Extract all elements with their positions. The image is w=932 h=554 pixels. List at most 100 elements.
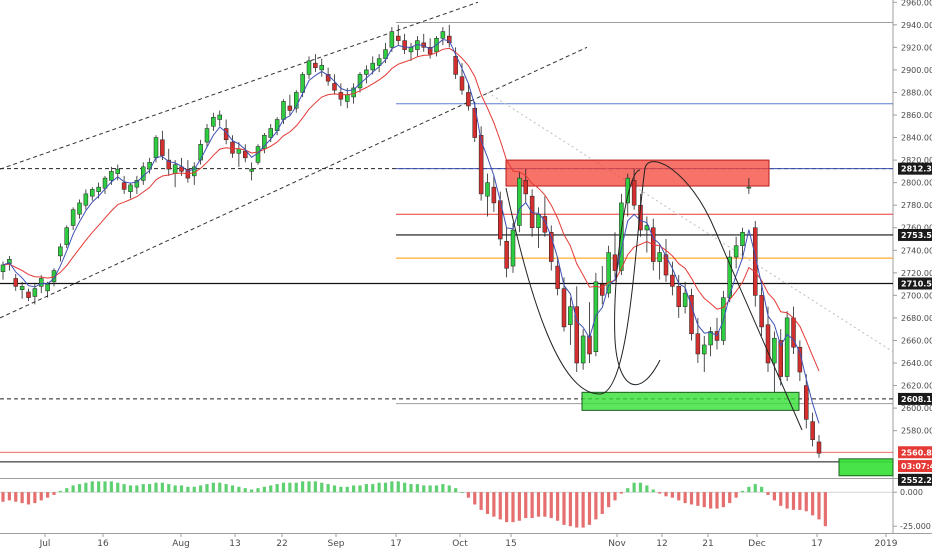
macd-bar [262,486,266,493]
candle [753,220,758,307]
macd-bar [135,485,139,493]
candle-body [179,166,184,172]
candle [160,130,165,161]
macd-bar [664,492,668,497]
macd-bar [396,481,400,493]
macd-bar [320,482,324,493]
candle-body [13,278,18,287]
candle [549,225,554,271]
candle [13,273,18,291]
macd-bar [632,482,636,493]
price-tag: 2560.84 [898,446,932,459]
macd-bar [33,492,37,504]
time-tick-label: 22 [276,539,287,549]
candle-body [625,177,630,204]
macd-bar [556,492,560,521]
candle-body [58,246,63,257]
candle-body [759,295,764,328]
macd-bar [785,492,789,509]
macd-bar [371,484,375,493]
candle-body [345,94,350,102]
macd-bar [651,489,655,493]
macd-bar [97,481,101,493]
candle [517,171,522,233]
candle-body [172,164,178,174]
macd-bar [428,485,432,493]
macd-bar [447,485,451,493]
price-tag: 2608.15 [898,392,932,405]
price-tick-label: 2800.00 [901,179,932,188]
candle-body [708,331,713,346]
macd-bar [141,484,145,493]
candle-body [332,83,337,91]
macd-bar [275,484,279,493]
candle [249,162,254,181]
macd-bar [65,488,69,493]
target-zone [838,458,894,477]
candle-body [83,193,89,206]
macd-bar [804,492,808,512]
macd-bar [243,488,247,493]
candle-body [772,337,777,364]
candle-body [510,229,516,267]
time-tick-label: 17 [811,539,822,549]
ema-slow-line [2,47,820,372]
candle-body [663,254,669,276]
candle [606,245,611,298]
candle [306,56,312,79]
candle-body [211,116,216,127]
candle-body [357,74,363,89]
time-tick-label: 16 [97,539,109,549]
time-tick-label: Dec [748,539,765,549]
macd-bar [332,485,337,493]
candle-body [389,31,395,48]
macd-bar [530,492,534,519]
candle-body [472,107,477,138]
macd-bar [288,482,292,493]
candle [638,193,643,237]
macd-bar [543,492,547,517]
macd-bar [740,490,745,493]
candle [721,290,726,345]
candle-body [753,227,758,296]
macd-bar [1,492,5,502]
candle [440,27,446,46]
candle [287,94,293,115]
price-tick-label: 2760.00 [901,224,932,233]
candle-body [695,333,701,355]
candle [70,207,76,230]
macd-bar [600,492,604,514]
macd-bar [581,492,585,528]
macd-bar [352,485,356,493]
candle [574,286,579,373]
candle-body [657,252,662,262]
macd-bar [473,492,477,505]
candle-body [294,92,299,109]
candle [141,162,146,185]
macd-bar [211,482,215,493]
macd-bar [638,482,643,493]
candle-body [166,159,171,170]
candle-body [230,141,235,154]
candle [702,335,707,373]
candle-body [804,385,809,420]
candle [797,340,803,382]
time-tick-label: Jul [39,539,51,549]
candle [740,227,745,260]
macd-bar [377,482,381,493]
candle-body [319,65,324,71]
price-tag-label: 2552.26 [901,476,932,485]
candle [243,144,248,163]
candle [510,223,516,273]
candle-body [90,189,95,197]
candle [389,27,395,52]
macd-bar [760,486,764,493]
candle [364,65,369,84]
candle-body [517,177,522,226]
price-tag-label: 2710.53 [901,279,932,288]
candle-body [612,254,618,271]
macd-bar [192,486,196,493]
candle-body [281,101,286,120]
